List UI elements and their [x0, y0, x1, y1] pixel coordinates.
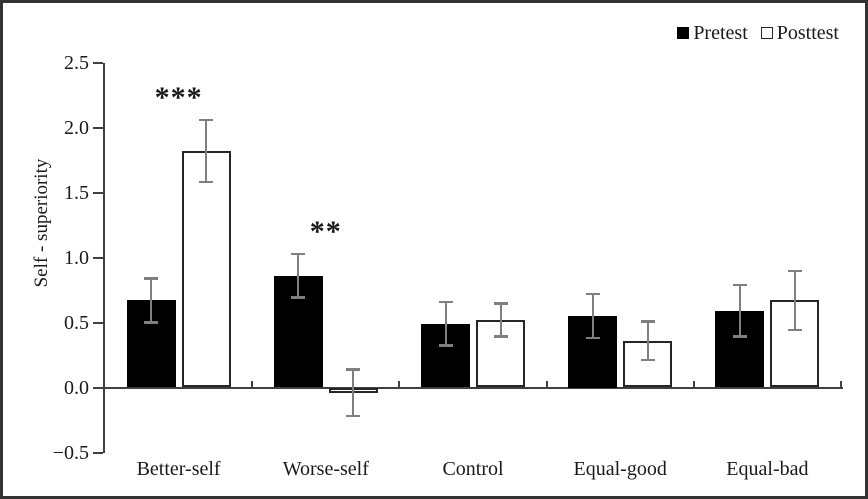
- error-cap-bottom-pretest-equal-bad: [732, 335, 747, 338]
- y-tick-0-5: [93, 321, 103, 324]
- y-tick-2-5: [93, 61, 103, 64]
- error-cap-top-pretest-worse-self: [291, 252, 306, 256]
- error-cap-bottom-posttest-worse-self: [346, 414, 361, 418]
- error-bar-posttest-equal-good: [646, 321, 649, 361]
- legend: Pretest Posttest: [677, 23, 839, 43]
- error-bar-pretest-control: [444, 301, 447, 346]
- y-tick-0-0: [93, 386, 103, 389]
- error-cap-bottom-posttest-better-self: [199, 180, 214, 184]
- error-cap-bottom-posttest-equal-bad: [787, 328, 802, 332]
- y-tick-label-0-0: 0.0: [64, 376, 89, 399]
- y-tick-label-0-5: 0.5: [64, 311, 89, 334]
- x-tick-1: [251, 380, 254, 388]
- error-bar-posttest-worse-self: [352, 369, 355, 417]
- error-cap-top-pretest-equal-bad: [732, 283, 747, 287]
- error-bar-posttest-control: [499, 303, 502, 337]
- y-axis-line: [103, 62, 105, 453]
- y-tick--0-5: [93, 451, 103, 454]
- error-cap-bottom-posttest-control: [493, 335, 508, 338]
- legend-item-posttest: Posttest: [760, 22, 839, 44]
- bar-posttest-better-self: [181, 150, 231, 388]
- error-bar-pretest-equal-good: [591, 293, 594, 339]
- category-label-equal-good: Equal-good: [573, 458, 667, 480]
- error-cap-top-posttest-control: [493, 302, 508, 305]
- error-cap-top-posttest-worse-self: [346, 368, 361, 371]
- error-cap-bottom-pretest-control: [438, 344, 453, 347]
- y-tick-2-0: [93, 126, 103, 129]
- y-tick-1-0: [93, 256, 103, 259]
- error-bar-pretest-equal-bad: [738, 284, 741, 337]
- y-tick-label--0-5: −0.5: [52, 441, 89, 464]
- error-cap-bottom-posttest-equal-good: [640, 358, 655, 362]
- legend-label-posttest: Posttest: [776, 22, 839, 44]
- category-label-control: Control: [442, 458, 504, 480]
- category-label-worse-self: Worse-self: [282, 458, 369, 480]
- x-axis-line: [105, 386, 843, 389]
- category-label-better-self: Better-self: [136, 458, 221, 480]
- y-tick-label-2-0: 2.0: [64, 116, 89, 139]
- x-tick-4: [692, 380, 695, 388]
- y-tick-label-1-0: 1.0: [64, 246, 89, 269]
- error-bar-posttest-better-self: [205, 119, 208, 183]
- error-bar-pretest-better-self: [150, 278, 153, 323]
- x-tick-2: [398, 380, 401, 388]
- error-bar-posttest-equal-bad: [793, 270, 796, 331]
- category-label-equal-bad: Equal-bad: [726, 458, 809, 480]
- x-tick-5: [840, 380, 842, 388]
- significance-marker-better-self: ***: [154, 80, 203, 114]
- error-cap-bottom-pretest-equal-good: [585, 336, 600, 340]
- legend-item-pretest: Pretest: [677, 22, 748, 44]
- x-tick-3: [545, 380, 548, 388]
- plot-area: −0.5 0.0 0.5 1.0 1.5 2.0 2.5 Better-self Worse-s…: [3, 3, 865, 496]
- error-cap-top-posttest-equal-good: [640, 320, 655, 323]
- error-cap-top-pretest-equal-good: [585, 292, 600, 296]
- legend-label-pretest: Pretest: [693, 22, 748, 44]
- y-tick-label-1-5: 1.5: [64, 181, 89, 204]
- error-cap-top-posttest-better-self: [199, 118, 214, 122]
- error-cap-top-pretest-better-self: [144, 277, 159, 280]
- error-cap-top-posttest-equal-bad: [787, 269, 802, 272]
- pretest-swatch-icon: [677, 27, 690, 39]
- error-bar-pretest-worse-self: [297, 253, 300, 298]
- y-tick-1-5: [93, 191, 103, 194]
- error-cap-bottom-pretest-better-self: [144, 321, 159, 324]
- error-cap-bottom-pretest-worse-self: [291, 296, 306, 299]
- error-cap-top-pretest-control: [438, 300, 453, 304]
- significance-marker-worse-self: **: [309, 214, 342, 248]
- posttest-swatch-icon: [760, 27, 773, 39]
- y-tick-label-2-5: 2.5: [64, 51, 89, 74]
